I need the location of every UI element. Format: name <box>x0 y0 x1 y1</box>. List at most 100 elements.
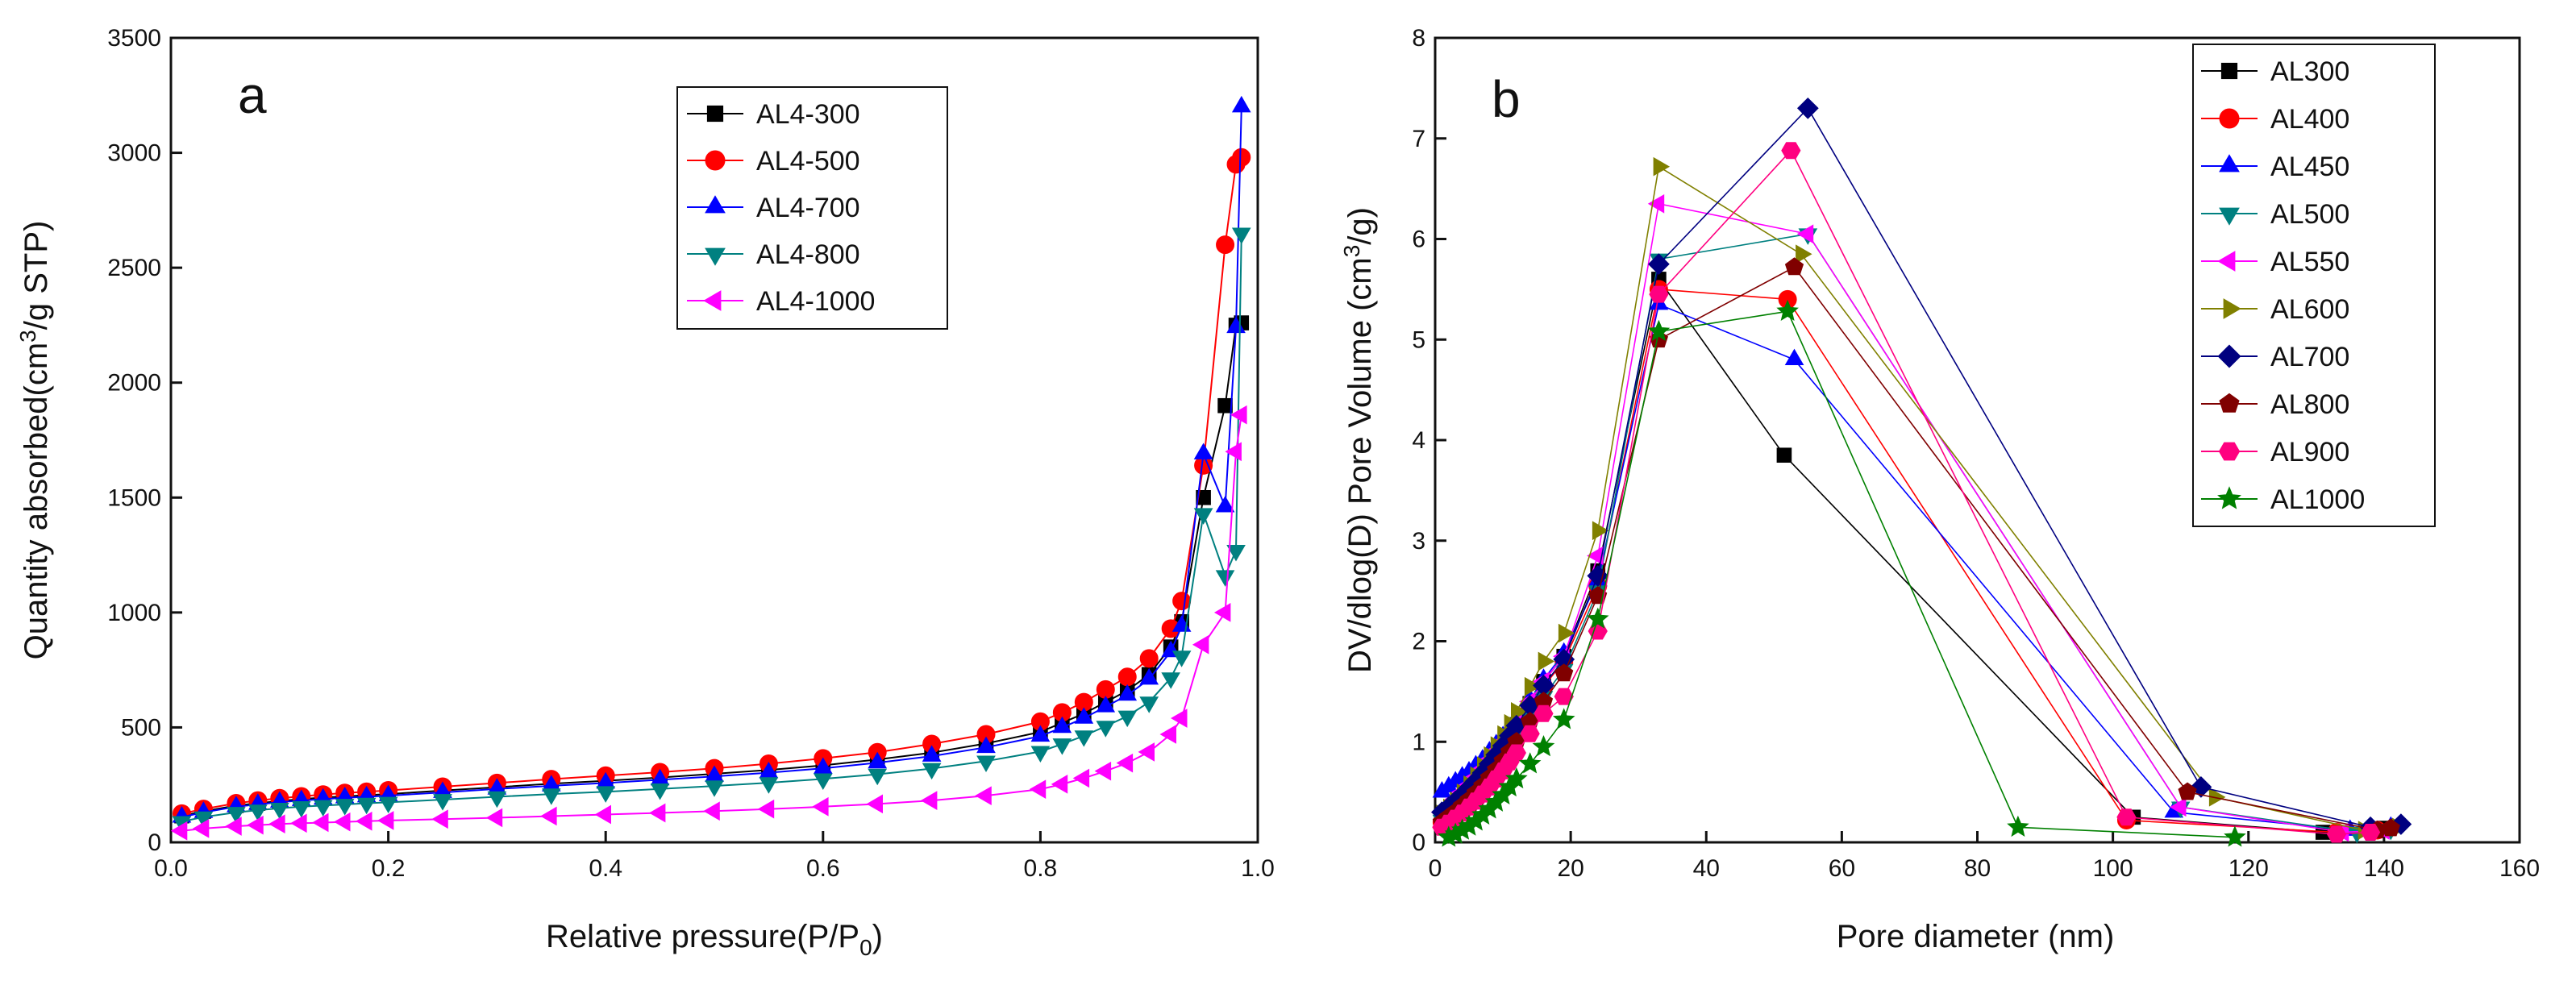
data-point-AL1000 <box>1552 708 1575 729</box>
data-point-AL4-800 <box>1117 710 1138 728</box>
data-point-AL4-800 <box>1139 696 1159 713</box>
data-point-AL1000 <box>1532 734 1555 757</box>
data-point-AL4-800 <box>813 773 833 790</box>
data-point-AL4-800 <box>650 783 670 800</box>
panel-a-legend: AL4-300 AL4-500 AL4-700 AL4-800 AL4-1000 <box>676 86 948 330</box>
a-y-tick-label: 500 <box>121 714 161 741</box>
a-y-tick-label: 3000 <box>107 140 161 167</box>
panel-b-series-group <box>1430 97 2412 847</box>
b-x-tick-label: 0 <box>1429 855 1442 882</box>
data-point-AL4-700 <box>1231 95 1251 113</box>
data-point-AL4-500 <box>1139 649 1159 668</box>
legend-entry-AL4-300: AL4-300 <box>687 99 860 130</box>
legend-marker <box>2217 486 2241 509</box>
data-point-AL4-800 <box>1171 650 1192 667</box>
data-point-AL300 <box>1776 447 1792 463</box>
data-point-AL600 <box>1653 156 1671 177</box>
data-point-AL550 <box>1796 224 1814 244</box>
legend-entry-AL800: AL800 <box>2201 389 2349 420</box>
legend-marker <box>2223 298 2241 319</box>
data-point-AL4-1000 <box>247 815 264 835</box>
data-point-AL4-800 <box>1161 672 1180 689</box>
data-point-AL900 <box>2116 808 2137 826</box>
legend-label: AL400 <box>2270 104 2349 135</box>
data-point-AL4-1000 <box>355 811 372 831</box>
data-point-AL4-800 <box>1226 545 1246 562</box>
data-point-AL800 <box>2178 782 2197 800</box>
series-AL900 <box>1432 142 2381 843</box>
a-y-tick-label: 1000 <box>107 600 161 626</box>
data-point-AL4-800 <box>868 768 888 786</box>
data-point-AL4-700 <box>868 751 888 769</box>
data-point-AL4-800 <box>291 801 311 818</box>
series-AL4-300 <box>174 315 1250 824</box>
data-point-AL4-1000 <box>1072 768 1090 788</box>
a-y-tick-label: 2000 <box>107 370 161 397</box>
data-point-AL1000 <box>1776 299 1799 322</box>
data-point-AL4-1000 <box>1138 742 1155 762</box>
data-point-AL4-1000 <box>703 801 720 821</box>
b-x-tick-label: 100 <box>2093 855 2133 882</box>
data-point-AL4-700 <box>1052 716 1072 734</box>
data-point-AL600 <box>1524 676 1542 696</box>
legend-label: AL300 <box>2270 56 2349 87</box>
data-point-AL4-800 <box>1074 730 1094 747</box>
data-point-AL4-800 <box>759 777 779 794</box>
data-point-AL4-1000 <box>290 813 307 833</box>
data-point-AL1000 <box>2007 815 2029 837</box>
b-x-tick-label: 60 <box>1829 855 1855 882</box>
data-point-AL4-800 <box>1096 721 1116 738</box>
legend-entry-AL450: AL450 <box>2201 152 2349 182</box>
data-point-AL4-800 <box>313 800 333 817</box>
legend-marker <box>705 150 726 171</box>
data-point-AL800 <box>2381 818 2400 837</box>
data-point-AL4-800 <box>194 811 214 829</box>
data-point-AL4-1000 <box>975 786 992 805</box>
data-point-AL4-1000 <box>192 819 210 838</box>
data-point-AL4-800 <box>922 763 942 780</box>
b-x-tick-label: 140 <box>2364 855 2404 882</box>
b-x-tick-label: 40 <box>1693 855 1720 882</box>
legend-entry-AL900: AL900 <box>2201 437 2349 468</box>
a-x-tick-label: 1.0 <box>1241 855 1275 882</box>
a-x-tick-label: 0.4 <box>589 855 622 882</box>
a-x-tick-label: 0.6 <box>806 855 840 882</box>
data-point-AL4-800 <box>596 786 616 803</box>
legend-entry-AL4-700: AL4-700 <box>687 193 860 223</box>
legend-label: AL700 <box>2270 342 2349 372</box>
panel-a-plot-frame <box>169 36 1259 844</box>
data-point-AL4-300 <box>1217 397 1233 414</box>
data-point-AL4-500 <box>1172 592 1192 611</box>
data-point-AL4-1000 <box>540 806 557 826</box>
b-x-tick-label: 160 <box>2499 855 2540 882</box>
data-point-AL4-1000 <box>333 812 351 832</box>
data-point-AL4-800 <box>1215 570 1235 587</box>
data-point-AL4-1000 <box>312 813 329 833</box>
legend-label: AL4-800 <box>756 239 860 270</box>
panel-b-x-ticks: 0 20 40 60 80 100 120 140 160 <box>1429 831 2540 882</box>
series-AL4-1000 <box>170 405 1247 841</box>
data-point-AL4-1000 <box>1116 753 1134 773</box>
series-line-AL1000 <box>1448 310 2235 838</box>
legend-marker <box>2220 62 2238 80</box>
legend-marker <box>2217 251 2236 272</box>
panel-b-legend: AL300 AL400 AL450 AL500 AL550 AL600 AL700 AL800… <box>2192 44 2436 527</box>
data-point-AL600 <box>1538 651 1555 671</box>
data-point-AL4-1000 <box>225 817 242 836</box>
data-point-AL1000 <box>2224 825 2246 847</box>
legend-label: AL4-500 <box>756 146 860 177</box>
legend-marker <box>2218 442 2241 461</box>
legend-entry-AL700: AL700 <box>2201 342 2349 372</box>
data-point-AL4-1000 <box>170 821 188 841</box>
data-point-AL550 <box>2169 797 2187 817</box>
panel-a-y-ticks: 0 500 1000 1500 2000 2500 3000 3500 <box>107 25 182 856</box>
a-y-tick-label: 1500 <box>107 484 161 511</box>
legend-label: AL600 <box>2270 294 2349 325</box>
panel-a-y-axis-label: Quantity absorbed(cm3/g STP) <box>15 221 54 660</box>
legend-entry-AL1000: AL1000 <box>2201 484 2365 515</box>
data-point-AL4-800 <box>433 794 452 811</box>
data-point-AL4-800 <box>1030 746 1051 763</box>
data-point-AL4-1000 <box>1213 603 1231 622</box>
data-point-AL450 <box>1784 348 1804 365</box>
